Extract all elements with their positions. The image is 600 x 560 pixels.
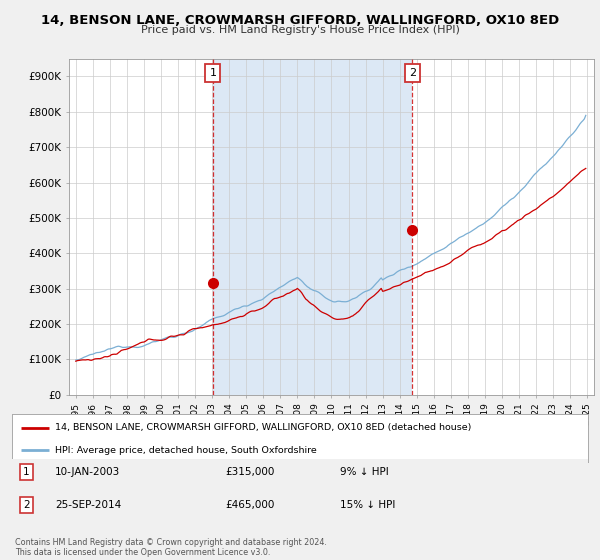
- Text: 1: 1: [209, 68, 217, 78]
- Text: 15% ↓ HPI: 15% ↓ HPI: [340, 500, 395, 510]
- Text: 14, BENSON LANE, CROWMARSH GIFFORD, WALLINGFORD, OX10 8ED (detached house): 14, BENSON LANE, CROWMARSH GIFFORD, WALL…: [55, 423, 472, 432]
- Text: £465,000: £465,000: [225, 500, 274, 510]
- Text: 2: 2: [23, 500, 30, 510]
- Text: 14, BENSON LANE, CROWMARSH GIFFORD, WALLINGFORD, OX10 8ED: 14, BENSON LANE, CROWMARSH GIFFORD, WALL…: [41, 14, 559, 27]
- Text: £315,000: £315,000: [225, 467, 274, 477]
- Text: 10-JAN-2003: 10-JAN-2003: [55, 467, 121, 477]
- Text: Price paid vs. HM Land Registry's House Price Index (HPI): Price paid vs. HM Land Registry's House …: [140, 25, 460, 35]
- Text: 9% ↓ HPI: 9% ↓ HPI: [340, 467, 389, 477]
- Text: 2: 2: [409, 68, 416, 78]
- Text: HPI: Average price, detached house, South Oxfordshire: HPI: Average price, detached house, Sout…: [55, 446, 317, 455]
- Text: 1: 1: [23, 467, 30, 477]
- Bar: [213, 59, 412, 395]
- Text: Contains HM Land Registry data © Crown copyright and database right 2024.
This d: Contains HM Land Registry data © Crown c…: [15, 538, 327, 557]
- Text: 25-SEP-2014: 25-SEP-2014: [55, 500, 121, 510]
